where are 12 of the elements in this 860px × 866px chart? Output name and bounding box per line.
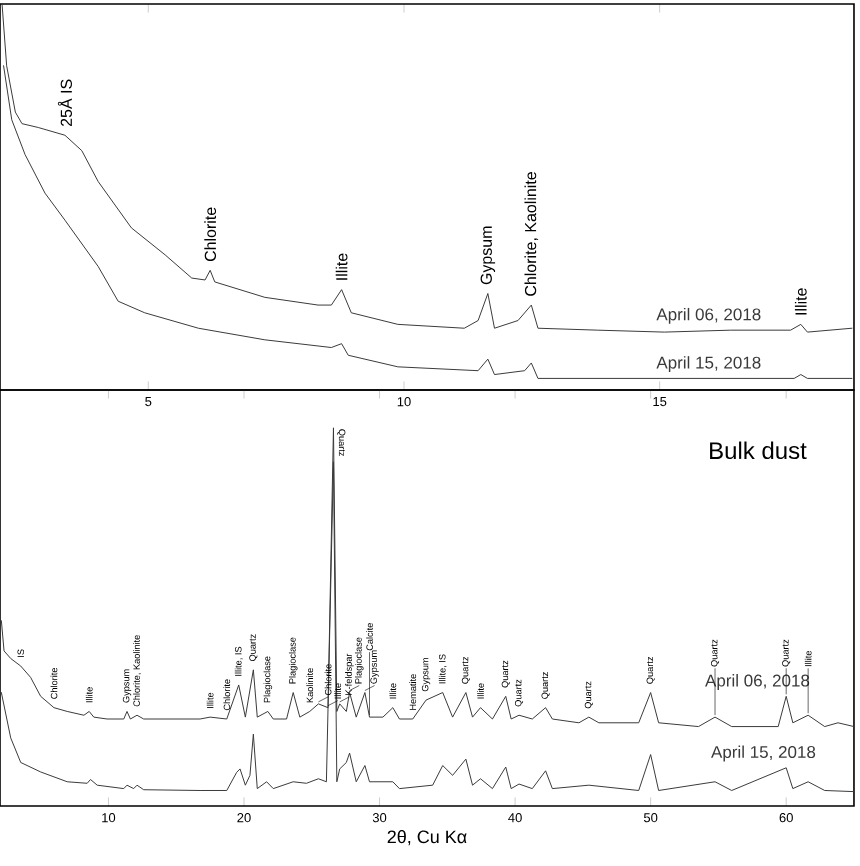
- annotation: 25Å IS: [57, 79, 72, 127]
- annotation: Illite: [794, 288, 807, 315]
- annotation: Chlorite, Kaolinite: [524, 172, 539, 296]
- series-label: April 06, 2018: [656, 307, 761, 324]
- annotation: Illite: [335, 253, 348, 280]
- series-label: April 15, 2018: [711, 745, 816, 762]
- x-axis-title: 2θ, Cu Kα: [387, 829, 467, 846]
- series-label: April 15, 2018: [656, 356, 761, 372]
- chart-title: Bulk dust: [710, 441, 807, 460]
- annotation: Chlorite: [204, 207, 217, 262]
- series-label: April 06, 2018: [705, 674, 810, 690]
- annotation: Gypsum: [480, 226, 496, 285]
